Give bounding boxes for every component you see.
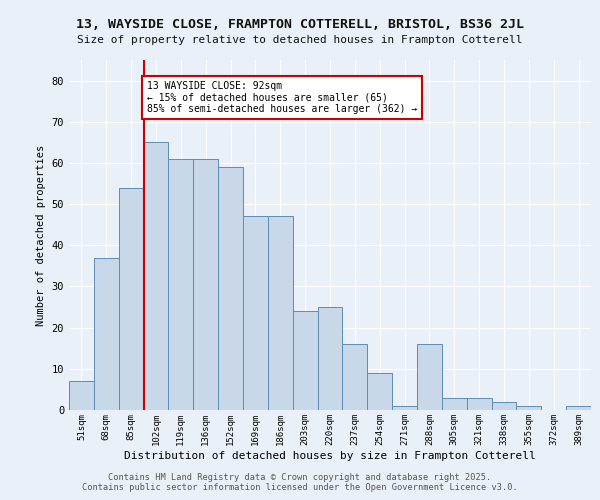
- Bar: [566, 406, 591, 410]
- Bar: [392, 406, 417, 410]
- Bar: [317, 307, 343, 410]
- Bar: [367, 373, 392, 410]
- Bar: [417, 344, 442, 410]
- Bar: [169, 159, 193, 410]
- Bar: [193, 159, 218, 410]
- Bar: [293, 311, 317, 410]
- Bar: [343, 344, 367, 410]
- Bar: [243, 216, 268, 410]
- Bar: [268, 216, 293, 410]
- Bar: [218, 167, 243, 410]
- Y-axis label: Number of detached properties: Number of detached properties: [36, 144, 46, 326]
- Text: Size of property relative to detached houses in Frampton Cotterell: Size of property relative to detached ho…: [77, 35, 523, 45]
- Bar: [94, 258, 119, 410]
- Bar: [491, 402, 517, 410]
- X-axis label: Distribution of detached houses by size in Frampton Cotterell: Distribution of detached houses by size …: [124, 450, 536, 460]
- Text: 13, WAYSIDE CLOSE, FRAMPTON COTTERELL, BRISTOL, BS36 2JL: 13, WAYSIDE CLOSE, FRAMPTON COTTERELL, B…: [76, 18, 524, 30]
- Bar: [143, 142, 169, 410]
- Bar: [442, 398, 467, 410]
- Text: 13 WAYSIDE CLOSE: 92sqm
← 15% of detached houses are smaller (65)
85% of semi-de: 13 WAYSIDE CLOSE: 92sqm ← 15% of detache…: [148, 80, 418, 114]
- Text: Contains HM Land Registry data © Crown copyright and database right 2025.
Contai: Contains HM Land Registry data © Crown c…: [82, 473, 518, 492]
- Bar: [119, 188, 143, 410]
- Bar: [517, 406, 541, 410]
- Bar: [467, 398, 491, 410]
- Bar: [69, 381, 94, 410]
